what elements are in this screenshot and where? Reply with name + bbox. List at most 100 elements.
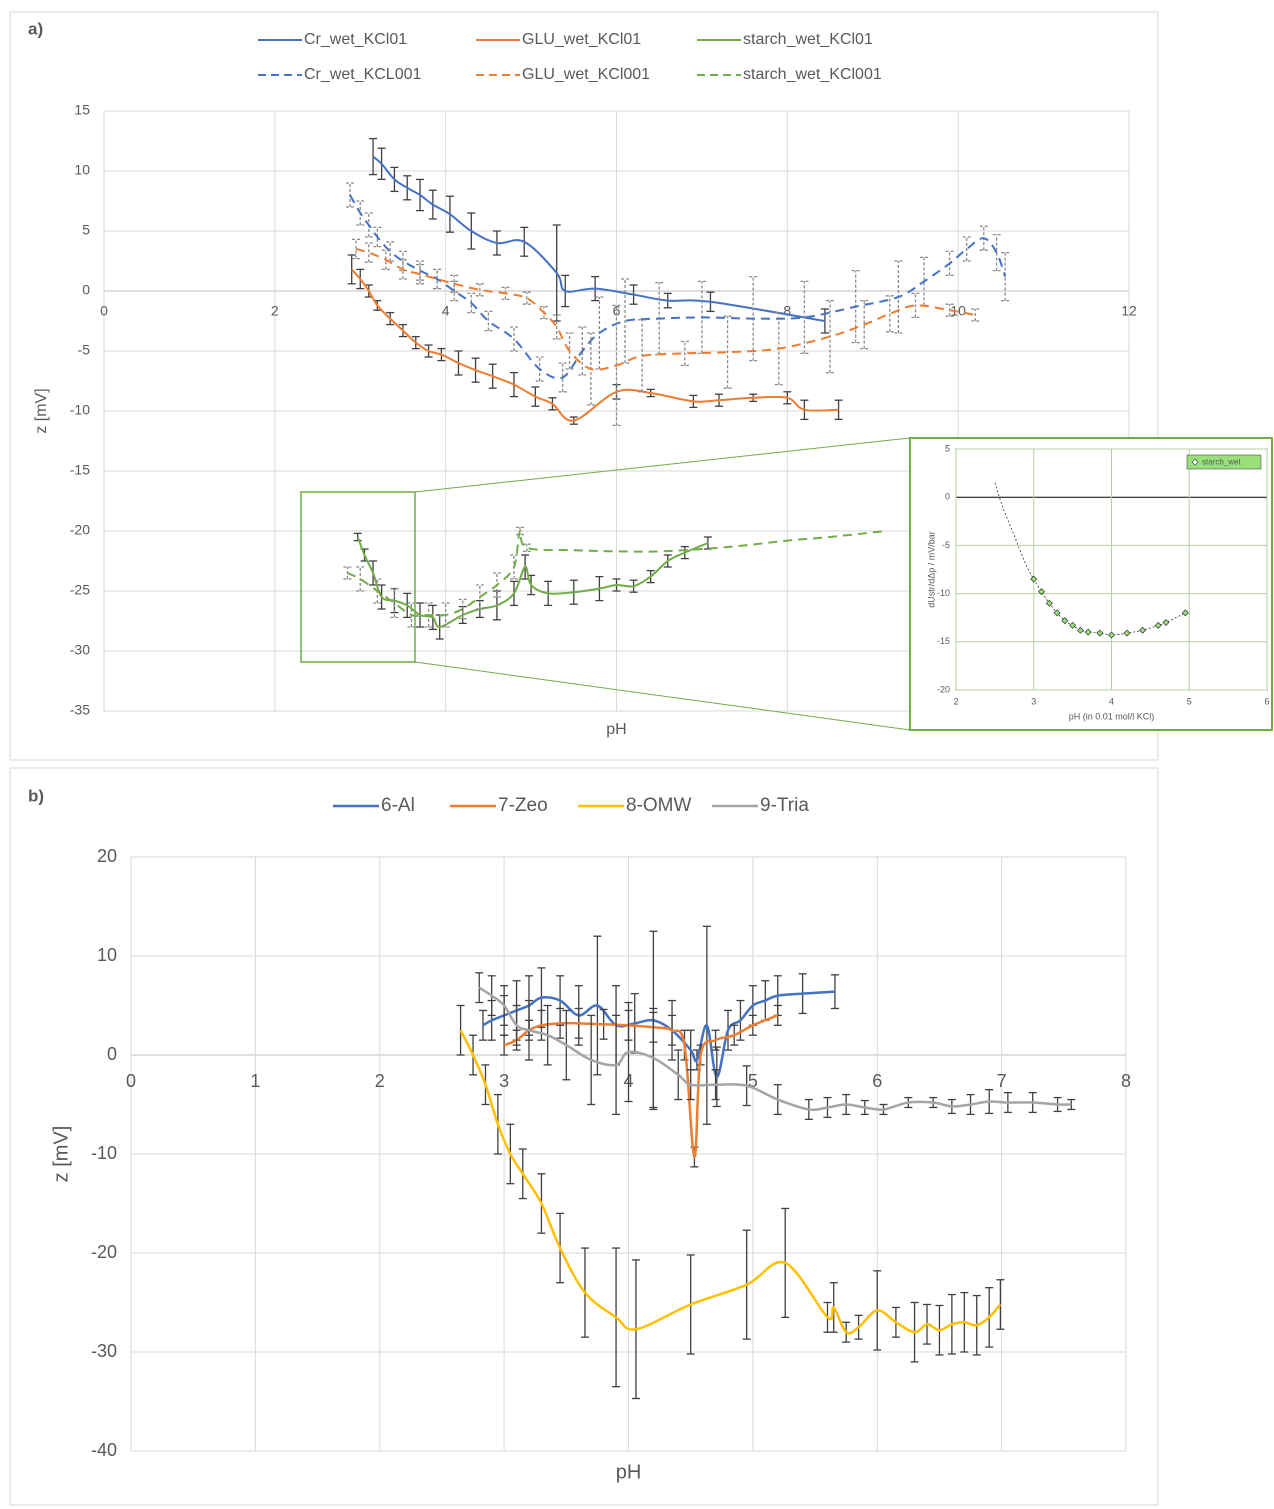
y-tick-label: 10 <box>74 162 90 178</box>
y-tick-label: -20 <box>91 1242 117 1262</box>
error-bar <box>826 299 835 374</box>
legend-label: Cr_wet_KCL001 <box>304 66 422 83</box>
y-tick-label: -20 <box>70 522 90 538</box>
panel-frame <box>9 767 1159 1506</box>
series-line <box>356 536 709 628</box>
point <box>1181 609 1189 617</box>
point <box>1162 619 1170 627</box>
x-tick-label: 4 <box>1109 696 1114 706</box>
error-bar <box>416 263 425 285</box>
error-bar <box>638 319 647 393</box>
x-tick-label: 4 <box>442 303 450 319</box>
series-line <box>347 529 886 617</box>
chart: -20 -15 -10 -5 0 5 2 3 4 5 6 pH (in 0.01 mol/l KCl)… <box>909 437 1273 731</box>
y-axis-label: z [mV] <box>50 1126 72 1183</box>
panel-label: b) <box>28 786 44 805</box>
y-tick-label: -30 <box>70 642 90 658</box>
y-tick-label: -20 <box>937 684 950 694</box>
error-bar <box>800 280 809 355</box>
point <box>1038 588 1046 596</box>
x-tick-label: 7 <box>997 1071 1007 1091</box>
error-bar <box>467 292 476 314</box>
x-tick-label: 3 <box>499 1071 509 1091</box>
error-bar <box>398 250 407 272</box>
series-line <box>459 1029 1002 1335</box>
point <box>1084 628 1092 636</box>
x-tick-label: 6 <box>613 303 621 319</box>
y-tick-label: -5 <box>942 540 950 550</box>
error-bar <box>680 340 689 367</box>
point <box>1139 626 1147 634</box>
point <box>1061 617 1069 625</box>
error-bar <box>475 283 484 297</box>
legend-box <box>1186 454 1262 470</box>
x-axis-label: pH (in 0.01 mol/l KCl) <box>1069 711 1155 721</box>
x-tick-label: 12 <box>1121 303 1137 319</box>
error-bar <box>373 226 382 248</box>
x-tick-label: 5 <box>748 1071 758 1091</box>
error-bar <box>381 249 390 271</box>
x-tick-label: 6 <box>872 1071 882 1091</box>
point <box>1108 631 1115 639</box>
zoom-connector <box>414 437 911 493</box>
y-tick-label: -25 <box>70 582 90 598</box>
x-axis-label: pH <box>616 1461 642 1483</box>
x-tick-label: 2 <box>271 303 279 319</box>
error-bar <box>416 260 425 281</box>
point <box>1053 609 1061 617</box>
y-tick-label: -10 <box>91 1143 117 1163</box>
y-tick-label: 0 <box>82 282 90 298</box>
series-line <box>503 1014 779 1159</box>
inset-frame <box>909 437 1273 731</box>
error-bar <box>911 292 920 319</box>
series-line <box>349 194 1007 380</box>
point <box>1045 599 1053 607</box>
x-tick-label: 2 <box>375 1071 385 1091</box>
series-line <box>372 155 826 322</box>
error-bar <box>522 543 531 553</box>
point <box>1069 621 1077 629</box>
legend-label: GLU_wet_KCl001 <box>522 66 650 83</box>
error-bar <box>773 1004 782 1026</box>
y-tick-label: -10 <box>70 402 90 418</box>
x-tick-label: 8 <box>1121 1071 1131 1091</box>
error-bar <box>458 598 467 620</box>
error-bar <box>1001 251 1010 302</box>
zoom-indicator <box>300 437 911 731</box>
error-bar <box>450 274 459 293</box>
legend-label: 6-Al <box>381 795 415 816</box>
panel-label: a) <box>28 19 43 38</box>
y-tick-label: 15 <box>74 102 90 118</box>
error-bar <box>860 299 869 350</box>
zoom-connector <box>414 661 911 731</box>
error-bar <box>398 259 407 280</box>
point <box>1123 629 1131 637</box>
error-bar <box>522 291 531 305</box>
zoom-box <box>300 491 416 663</box>
point <box>1096 629 1104 637</box>
error-bar <box>578 326 587 376</box>
legend-label: GLU_wet_KCl01 <box>522 31 641 48</box>
error-bar <box>962 236 971 262</box>
y-tick-label: -5 <box>78 342 91 358</box>
legend-label: 9-Tria <box>760 795 809 816</box>
x-tick-label: 3 <box>1031 696 1036 706</box>
y-tick-label: -10 <box>937 588 950 598</box>
legend-label: starch_wet <box>1202 458 1241 467</box>
y-tick-label: 0 <box>107 1044 117 1064</box>
y-tick-label: 5 <box>82 222 90 238</box>
y-tick-label: -40 <box>91 1440 117 1460</box>
error-bar <box>356 566 365 592</box>
legend-label: starch_wet_KCl01 <box>743 31 873 48</box>
point <box>1076 626 1084 634</box>
error-bar <box>885 295 894 333</box>
x-axis-label: pH <box>606 721 626 738</box>
y-tick-label: -15 <box>70 462 90 478</box>
x-tick-label: 0 <box>100 303 108 319</box>
series-line <box>482 990 836 1079</box>
y-tick-label: 10 <box>97 945 117 965</box>
error-bar <box>390 587 399 619</box>
x-tick-label: 1 <box>250 1071 260 1091</box>
y-tick-label: -15 <box>937 636 950 646</box>
